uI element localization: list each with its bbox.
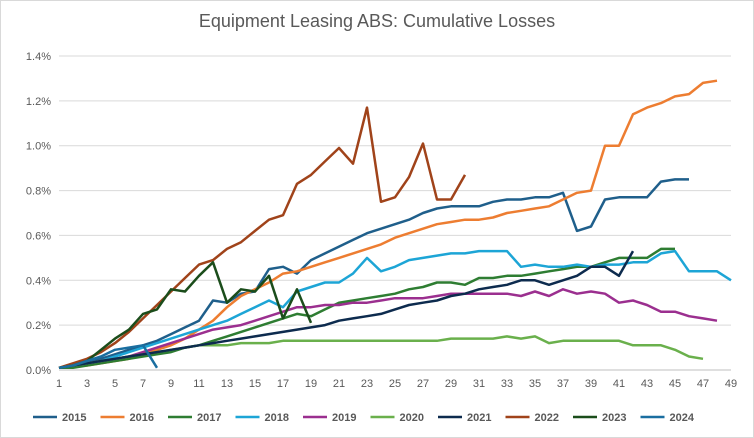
legend-label-2024: 2024 — [670, 412, 695, 424]
legend-label-2017: 2017 — [197, 412, 221, 424]
series-line-2024 — [58, 344, 159, 370]
x-tick-label: 41 — [613, 378, 625, 390]
y-tick-label: 0.4% — [26, 275, 51, 287]
y-tick-label: 1.4% — [26, 51, 51, 63]
x-tick-label: 5 — [112, 378, 118, 390]
legend-label-2022: 2022 — [535, 412, 559, 424]
series-line-2023 — [58, 261, 313, 370]
x-tick-label: 15 — [249, 378, 261, 390]
y-tick-label: 0.8% — [26, 186, 51, 198]
y-tick-label: 0.6% — [26, 230, 51, 242]
series-line-2015 — [58, 178, 689, 370]
x-tick-label: 25 — [389, 378, 401, 390]
legend-label-2019: 2019 — [332, 412, 356, 424]
x-tick-label: 37 — [557, 378, 569, 390]
series-line-2022 — [58, 106, 467, 369]
x-tick-label: 29 — [445, 378, 457, 390]
x-tick-label: 31 — [473, 378, 485, 390]
x-tick-label: 47 — [697, 378, 709, 390]
x-tick-label: 13 — [221, 378, 233, 390]
x-tick-label: 35 — [529, 378, 541, 390]
x-tick-label: 39 — [585, 378, 597, 390]
x-tick-label: 17 — [277, 378, 289, 390]
legend-label-2020: 2020 — [400, 412, 424, 424]
gridlines — [59, 55, 731, 326]
x-tick-label: 21 — [333, 378, 345, 390]
x-tick-label: 7 — [140, 378, 146, 390]
x-tick-label: 9 — [168, 378, 174, 390]
legend-label-2023: 2023 — [602, 412, 626, 424]
x-axis-ticks: 1 3 5 7 9 11 13 15 17 19 21 23 25 27 29 31 33 35 37 39 41 43 4… — [56, 378, 737, 390]
y-tick-label: 1.2% — [26, 96, 51, 108]
chart-title: Equipment Leasing ABS: Cumulative Losses — [198, 11, 556, 31]
x-tick-label: 33 — [501, 378, 513, 390]
series-line-2018 — [58, 249, 732, 370]
legend-label-2018: 2018 — [265, 412, 289, 424]
series-line-2016 — [58, 79, 718, 370]
series-line-2017 — [59, 247, 675, 370]
x-tick-label: 19 — [305, 378, 317, 390]
x-tick-label: 1 — [56, 378, 62, 390]
x-tick-label: 3 — [84, 378, 90, 390]
x-tick-label: 23 — [361, 378, 373, 390]
y-axis-ticks: 0.0% 0.2% 0.4% 0.6% 0.8% 1.0% 1.2% 1.4% — [26, 51, 51, 377]
y-tick-label: 0.0% — [26, 365, 51, 377]
series-line-2021 — [58, 250, 635, 370]
x-tick-label: 45 — [669, 378, 681, 390]
x-tick-label: 49 — [725, 378, 737, 390]
y-tick-label: 1.0% — [26, 141, 51, 153]
legend-label-2015: 2015 — [62, 412, 86, 424]
legend: 2015 2016 2017 2018 2019 2020 2021 2022 2023 2024 — [33, 412, 695, 424]
legend-label-2016: 2016 — [130, 412, 154, 424]
y-tick-label: 0.2% — [26, 320, 51, 332]
x-tick-label: 11 — [193, 378, 204, 390]
series-lines — [58, 79, 732, 370]
series-line-2019 — [58, 288, 718, 370]
x-tick-label: 27 — [417, 378, 429, 390]
legend-label-2021: 2021 — [467, 412, 491, 424]
x-tick-label: 43 — [641, 378, 653, 390]
